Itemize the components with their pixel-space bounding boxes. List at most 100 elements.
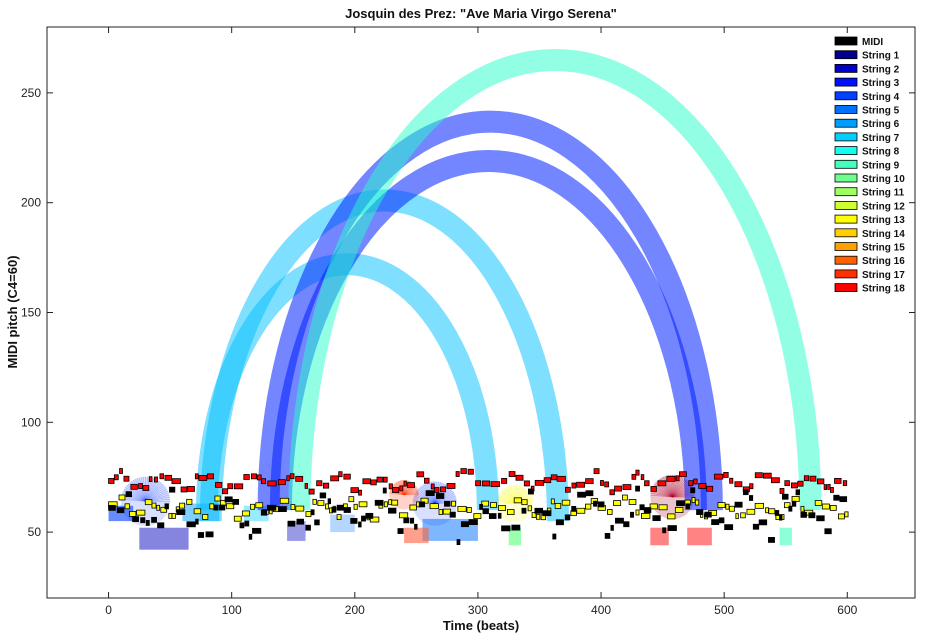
note-2-349 <box>151 516 157 523</box>
note-2-2231 <box>382 487 387 494</box>
note-2-3410 <box>528 488 534 495</box>
note-2-1290 <box>266 504 277 511</box>
note-0-2180 <box>376 476 383 483</box>
blob-3-ray-35 <box>496 501 515 504</box>
blob-4-ray-13 <box>672 476 683 498</box>
note-2-5237 <box>752 523 760 530</box>
note-1-4471 <box>658 504 668 511</box>
note-1-4767 <box>695 499 700 506</box>
x-tick-label-400: 400 <box>591 603 611 617</box>
blob-3-ray-30 <box>498 494 516 504</box>
legend-label-7: String 7 <box>862 133 900 144</box>
note-0-1520 <box>295 475 304 482</box>
note-2-1379 <box>277 506 287 513</box>
blob-0-ray-23 <box>134 478 146 502</box>
legend-swatch-17 <box>834 269 858 279</box>
patch-9 <box>779 527 792 546</box>
note-1-5797 <box>821 503 830 510</box>
x-axis-label: Time (beats) <box>443 618 519 633</box>
note-1-1087 <box>241 510 250 517</box>
note-0-4534 <box>666 475 676 482</box>
note-2-458 <box>164 503 169 510</box>
note-2-1009 <box>232 499 240 505</box>
note-1-864 <box>214 495 221 502</box>
note-1-298 <box>144 499 153 506</box>
blob-0-ray-9 <box>145 483 164 502</box>
arc-2 <box>257 110 723 511</box>
note-2-5890 <box>833 494 840 501</box>
note-1-5979 <box>844 511 849 518</box>
note-1-2611 <box>429 503 439 510</box>
note-2-3014 <box>479 504 483 510</box>
note-0-589 <box>180 486 188 493</box>
patch-8 <box>687 527 712 546</box>
note-0-2365 <box>399 485 404 492</box>
note-2-2273 <box>388 507 397 514</box>
note-1-170 <box>129 511 137 517</box>
note-0-3538 <box>543 477 552 484</box>
blob-0-ray-30 <box>123 488 146 502</box>
note-0-1628 <box>308 488 315 495</box>
note-2-4500 <box>662 527 667 534</box>
legend-swatch-2 <box>834 64 858 73</box>
legend-label-18: String 18 <box>862 284 905 295</box>
note-0-4637 <box>679 471 687 478</box>
note-2-4959 <box>718 517 725 524</box>
blob-3-ray-33 <box>496 498 515 504</box>
note-2-707 <box>195 518 199 525</box>
note-0-3801 <box>576 481 586 488</box>
note-1-1196 <box>255 502 264 509</box>
note-1-4284 <box>635 509 640 516</box>
note-1-1762 <box>325 503 329 510</box>
blob-4-ray-29 <box>654 483 673 498</box>
note-2-4239 <box>630 511 634 518</box>
patch-10 <box>330 514 355 533</box>
note-2-3358 <box>521 507 527 514</box>
note-0-5493 <box>784 480 790 487</box>
note-0-1379 <box>277 479 286 486</box>
note-1-5623 <box>800 505 805 512</box>
note-1-5362 <box>768 508 776 515</box>
y-tick-label-50: 50 <box>28 525 42 539</box>
note-0-4712 <box>688 480 694 487</box>
note-1-695 <box>193 508 202 515</box>
note-1-3873 <box>585 503 592 510</box>
note-2-1169 <box>252 527 262 534</box>
note-0-3465 <box>534 479 545 486</box>
blob-3-ray-26 <box>502 489 516 504</box>
note-2-142 <box>125 491 132 498</box>
note-0-4996 <box>723 472 729 478</box>
note-2-4728 <box>690 487 696 494</box>
note-2-261 <box>140 517 146 524</box>
note-1-2362 <box>399 512 409 519</box>
note-1-763 <box>202 514 209 520</box>
blob-3-ray-34 <box>496 500 515 504</box>
legend-swatch-11 <box>834 187 858 197</box>
legend-label-4: String 4 <box>862 92 900 103</box>
blob-4-ray-22 <box>664 476 673 498</box>
blob-0-ray-14 <box>145 478 155 502</box>
note-0-458 <box>164 474 172 481</box>
legend-label-13: String 13 <box>862 215 905 226</box>
note-0-1596 <box>304 483 308 489</box>
note-1-4603 <box>674 507 684 513</box>
note-0-2862 <box>460 468 467 474</box>
note-0-330 <box>148 476 153 483</box>
x-tick-label-600: 600 <box>837 603 857 617</box>
legend-swatch-0 <box>834 36 858 46</box>
note-1-4541 <box>667 513 676 520</box>
note-2-5473 <box>782 493 789 500</box>
note-0-2920 <box>467 468 474 475</box>
legend-swatch-9 <box>834 159 858 169</box>
note-0-372 <box>153 476 158 483</box>
note-2-5449 <box>779 514 783 521</box>
note-0-1476 <box>289 473 295 480</box>
note-row-0 <box>108 468 848 496</box>
note-1-4228 <box>628 499 637 505</box>
blob-0-ray-10 <box>145 482 162 502</box>
note-0-1022 <box>233 483 244 490</box>
note-2-5415 <box>774 510 780 516</box>
blob-0-ray-22 <box>136 478 146 502</box>
blob-3-ray-32 <box>497 496 515 504</box>
